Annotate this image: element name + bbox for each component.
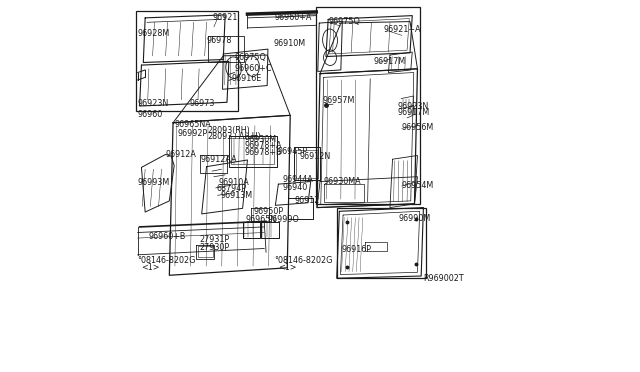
Text: 96965NA: 96965NA (174, 120, 211, 129)
Text: 96978+A: 96978+A (245, 141, 282, 150)
Text: R969002T: R969002T (424, 274, 464, 283)
Text: 96930MA: 96930MA (324, 177, 362, 186)
Text: 96910M: 96910M (273, 39, 306, 48)
Bar (337, 208, 426, 278)
Text: 96940: 96940 (282, 183, 307, 192)
Text: °08146-8202G: °08146-8202G (138, 256, 196, 265)
Bar (136, 11, 238, 111)
Text: 28093(RH): 28093(RH) (207, 126, 250, 135)
Text: 28093+A(LH): 28093+A(LH) (207, 132, 261, 141)
Text: 96945P: 96945P (277, 147, 307, 156)
Text: 96913M: 96913M (220, 191, 252, 200)
Text: 96960+A: 96960+A (275, 13, 312, 22)
Text: 96916P: 96916P (342, 245, 372, 254)
Text: 96912: 96912 (294, 196, 320, 205)
Text: 96960+B: 96960+B (149, 232, 186, 241)
Text: 96960+C: 96960+C (234, 64, 272, 73)
Text: 96993M: 96993M (138, 178, 170, 187)
Text: <1>: <1> (278, 263, 297, 272)
Text: 96916E: 96916E (232, 74, 262, 83)
Text: 96999O: 96999O (268, 215, 300, 224)
Text: 96923N: 96923N (138, 99, 169, 108)
Text: 96978: 96978 (207, 36, 232, 45)
Text: 96921: 96921 (212, 13, 237, 22)
Bar (316, 7, 420, 204)
Text: 96973: 96973 (189, 99, 214, 108)
Text: <1>: <1> (141, 263, 159, 272)
Text: 96921+A: 96921+A (383, 25, 420, 34)
Text: 96912N: 96912N (300, 152, 331, 161)
Text: 96917M: 96917M (397, 108, 429, 117)
Text: 96917M: 96917M (374, 57, 406, 66)
Text: 96956M: 96956M (401, 123, 433, 132)
Text: 96965N: 96965N (246, 215, 277, 224)
Text: 96978+B: 96978+B (245, 148, 282, 157)
Text: 96912AA: 96912AA (200, 155, 237, 164)
Text: 96960: 96960 (138, 110, 163, 119)
Text: 96928M: 96928M (138, 29, 170, 38)
Text: 96957M: 96957M (323, 96, 355, 105)
Text: 68794P: 68794P (216, 185, 246, 193)
Text: 27931P: 27931P (199, 235, 229, 244)
Text: 96975Q: 96975Q (234, 53, 266, 62)
Text: 27930P: 27930P (199, 243, 229, 252)
Text: 96910A: 96910A (219, 178, 250, 187)
Text: °08146-8202G: °08146-8202G (275, 256, 333, 265)
Text: 96912A: 96912A (166, 150, 196, 159)
Text: 96944A: 96944A (282, 175, 313, 184)
Text: 96923N: 96923N (397, 102, 429, 110)
Text: 96930M: 96930M (245, 135, 277, 144)
Text: 96975Q: 96975Q (328, 17, 360, 26)
Text: 96992P: 96992P (178, 129, 208, 138)
Text: 96950P: 96950P (253, 207, 283, 216)
Text: 96990M: 96990M (399, 214, 431, 223)
Text: 96954M: 96954M (401, 181, 433, 190)
